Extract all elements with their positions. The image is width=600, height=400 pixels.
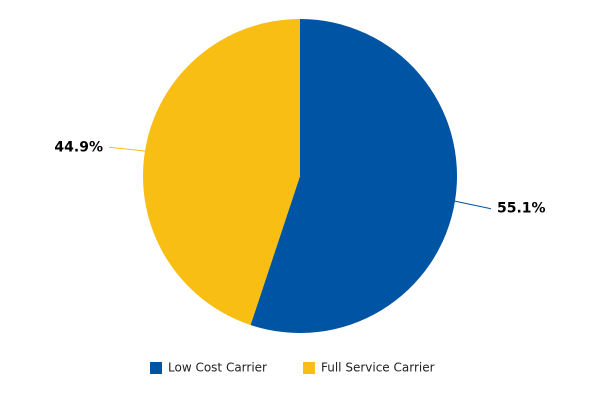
legend-swatch: [303, 362, 315, 374]
legend-label: Low Cost Carrier: [168, 361, 267, 375]
value-label: 44.9%: [54, 139, 103, 155]
pie-slice: [142, 19, 300, 326]
leader-line: [452, 200, 492, 210]
legend-label: Full Service Carrier: [321, 361, 435, 375]
legend-swatch: [150, 362, 162, 374]
leader-line: [108, 146, 148, 152]
pie-slice: [250, 19, 457, 333]
value-label: 55.1%: [497, 201, 546, 217]
